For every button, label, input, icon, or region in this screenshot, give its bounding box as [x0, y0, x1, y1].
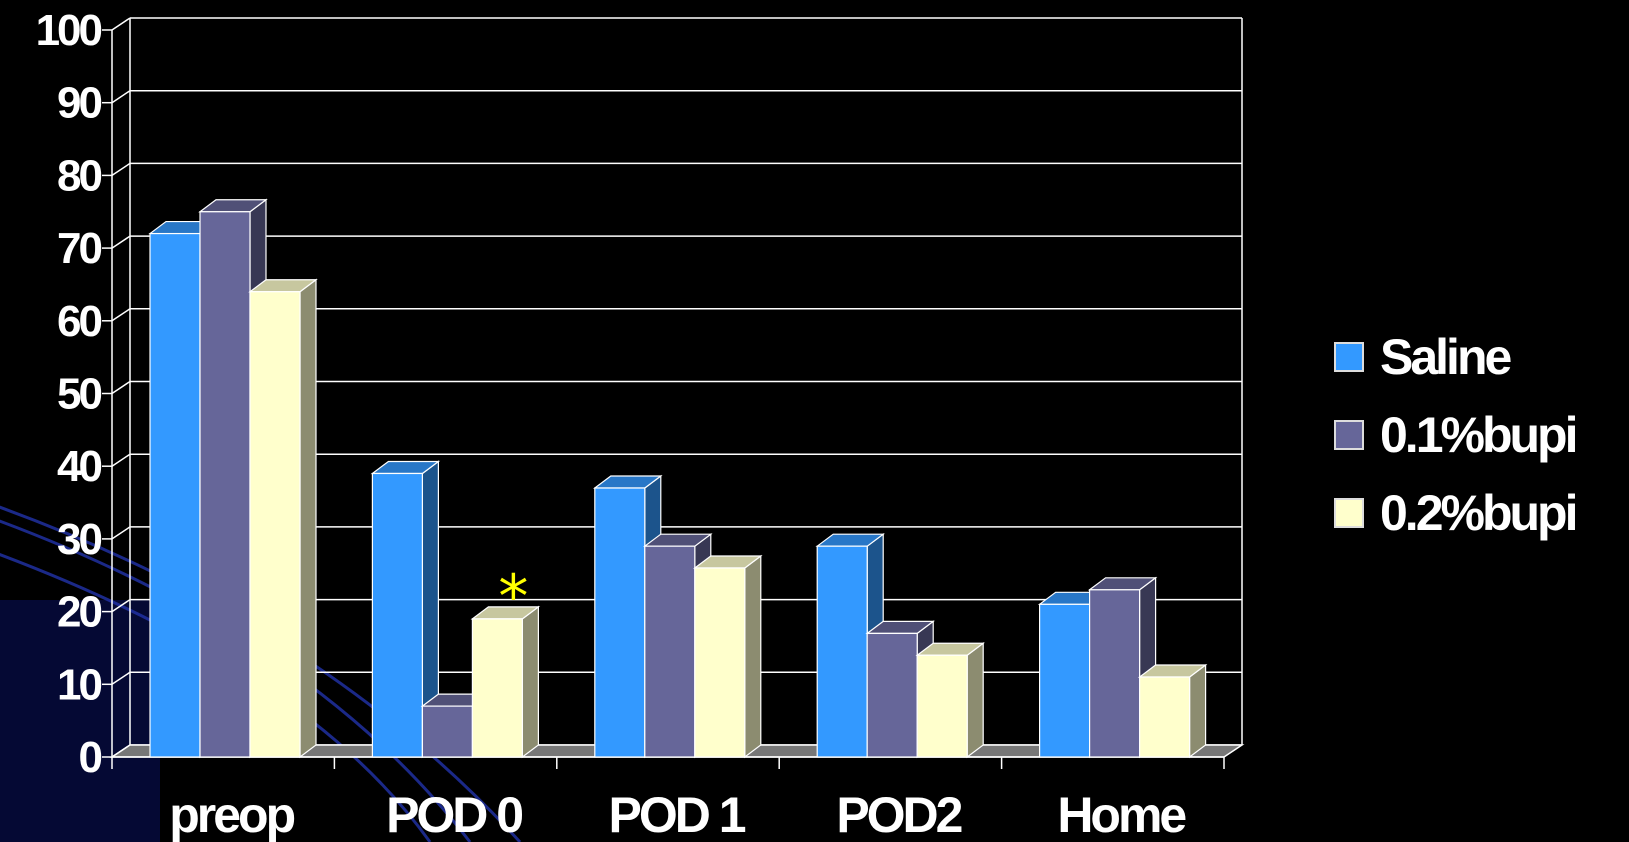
legend-swatch-bupi-01: [1334, 420, 1364, 450]
bar-front: [644, 545, 696, 758]
bar-front: [471, 618, 523, 758]
gridline-diagonal: [111, 162, 131, 177]
bar-front: [816, 545, 868, 758]
bar-front: [1038, 603, 1091, 758]
bar: [1087, 576, 1158, 759]
y-tick-label: 30: [57, 515, 101, 564]
bar-front: [371, 472, 423, 758]
background-glow: [0, 600, 160, 842]
legend-item-saline: Saline: [1334, 318, 1575, 396]
legend-item-bupi-01: 0.1%bupi: [1334, 396, 1578, 474]
annotations: *: [498, 562, 528, 632]
bar-side: [1188, 663, 1207, 759]
gridline-diagonal: [111, 598, 131, 613]
bar: [370, 460, 441, 759]
y-tick-label: 90: [57, 79, 101, 128]
bar: [1137, 663, 1208, 759]
legend-swatch-saline: [1334, 342, 1364, 372]
x-category-label: preop: [169, 787, 294, 842]
x-category-label: POD 0: [386, 787, 522, 842]
x-category-labels: preop POD 0 POD 1 POD2 Home: [169, 787, 1189, 842]
bar-front: [916, 654, 968, 758]
bar-front: [199, 211, 251, 758]
gridline-diagonal: [111, 17, 131, 31]
bar-front: [421, 705, 473, 758]
x-category-label: Home: [1057, 787, 1186, 842]
bar-front: [694, 567, 746, 758]
y-tick-label: 50: [57, 370, 101, 419]
legend-label-bupi-01: 0.1%bupi: [1380, 407, 1578, 463]
x-category-label: POD2: [836, 787, 961, 842]
y-tick-label: 60: [57, 297, 101, 346]
gridline-diagonal: [111, 235, 131, 249]
bar: [915, 642, 986, 759]
bar-side: [744, 554, 762, 759]
y-tick-label: 0: [79, 733, 102, 782]
bars: [148, 198, 1208, 759]
y-tick-label: 100: [36, 6, 102, 55]
bar-front: [249, 291, 301, 758]
x-category-label: POD 1: [608, 787, 745, 842]
bar: [815, 532, 886, 759]
legend-item-bupi-02: 0.2%bupi: [1334, 474, 1578, 552]
bar-front: [149, 232, 201, 758]
bar-side: [966, 642, 984, 759]
bar-front: [1138, 676, 1191, 758]
bar-front: [1088, 589, 1141, 758]
y-tick-label: 80: [57, 151, 101, 200]
significance-asterisk: *: [498, 562, 528, 632]
legend-swatch-bupi-02: [1334, 498, 1364, 528]
gridline-diagonal: [111, 671, 131, 685]
y-tick-label: 70: [57, 224, 101, 273]
bar: [470, 605, 541, 759]
y-tick-label: 40: [57, 442, 101, 491]
gridline-diagonal: [111, 453, 131, 467]
legend-label-saline: Saline: [1380, 329, 1512, 385]
gridline-diagonal: [111, 526, 131, 540]
bar-front: [866, 632, 918, 758]
bar: [692, 554, 763, 759]
legend: Saline 0.1%bupi 0.2%bupi: [1334, 318, 1578, 552]
bar: [248, 278, 318, 759]
gridline-diagonal: [111, 308, 131, 322]
gridline-diagonal: [111, 90, 131, 104]
y-tick-labels: 0 10 20 30 40 50 60 70 80 90 100: [36, 6, 105, 782]
gridline-diagonal: [111, 380, 131, 395]
y-tick-label: 10: [57, 660, 101, 709]
bar-front: [594, 487, 646, 758]
bar-side: [299, 278, 317, 759]
y-tick-label: 20: [57, 588, 101, 637]
legend-label-bupi-02: 0.2%bupi: [1380, 485, 1578, 541]
